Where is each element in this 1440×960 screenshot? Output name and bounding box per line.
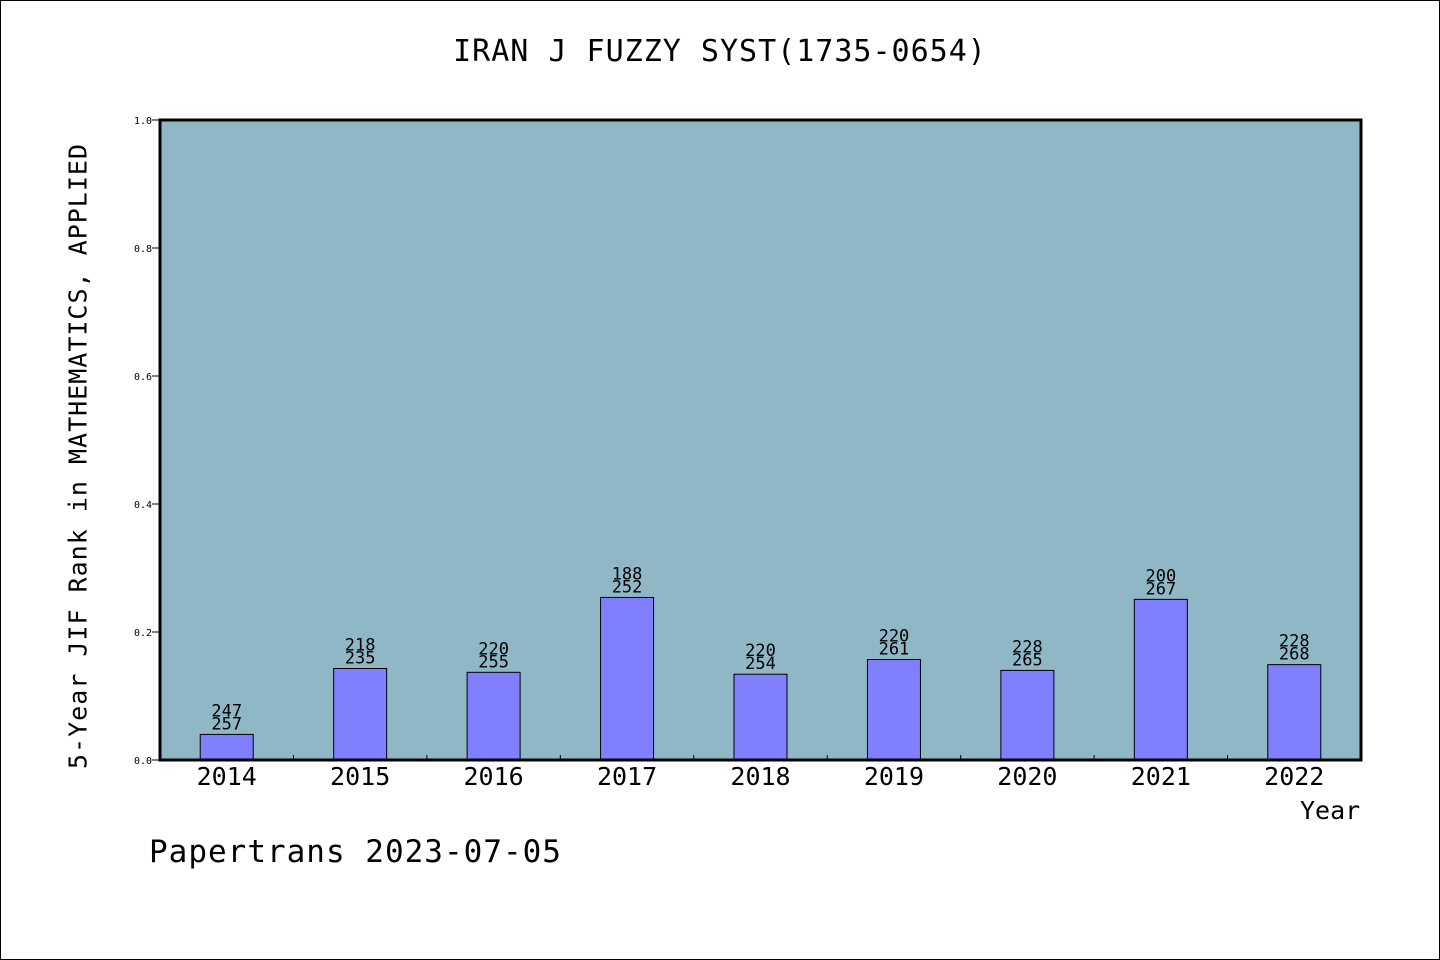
bar-label-top-2016: 220 — [478, 639, 509, 659]
y-tick-label-0.4: 0.4 — [134, 500, 152, 511]
bar-2017 — [600, 596, 655, 761]
y-tick-label-0.8: 0.8 — [134, 244, 152, 255]
x-tick-label-2020: 2020 — [997, 762, 1057, 791]
bar-label-top-2014: 247 — [211, 701, 242, 721]
bar-2016 — [466, 671, 521, 761]
x-axis: 2014 2015 2016 2017 2018 2019 2020 2021 2022 — [197, 755, 1324, 791]
plot-border — [158, 118, 1363, 762]
x-tick-label-2019: 2019 — [864, 762, 924, 791]
bars — [199, 596, 1322, 761]
bar-label-bottom-2018: 254 — [745, 654, 776, 674]
x-tick-label-2016: 2016 — [464, 762, 524, 791]
bar-label-bottom-2017: 252 — [612, 577, 643, 597]
x-tick-label-2017: 2017 — [597, 762, 657, 791]
x-tick-label-2022: 2022 — [1264, 762, 1324, 791]
y-tick-label-0.0: 0.0 — [134, 756, 152, 767]
bar-label-top-2021: 200 — [1145, 566, 1176, 586]
bar-label-bottom-2019: 261 — [879, 640, 910, 660]
bar-label-top-2017: 188 — [612, 564, 643, 584]
footer-credit: Papertrans 2023-07-05 — [149, 834, 562, 870]
bar-2014 — [199, 733, 254, 761]
bar-2020 — [1000, 669, 1055, 761]
bar-2022 — [1267, 664, 1322, 761]
chart-title: IRAN J FUZZY SYST(1735-0654) — [453, 34, 987, 69]
bar-2018 — [733, 673, 788, 761]
bar-label-top-2022: 228 — [1279, 632, 1310, 652]
bar-label-top-2019: 220 — [879, 627, 910, 647]
bar-2019 — [866, 659, 921, 761]
bar-label-bottom-2022: 268 — [1279, 645, 1310, 665]
y-tick-label-0.6: 0.6 — [134, 372, 152, 383]
bar-label-bottom-2021: 267 — [1145, 579, 1176, 599]
bar-label-top-2015: 218 — [345, 635, 376, 655]
y-tick-label-1.0: 1.0 — [134, 116, 152, 127]
bar-label-bottom-2014: 257 — [211, 714, 242, 734]
bar-2015 — [333, 667, 388, 761]
x-axis-label: Year — [1300, 796, 1361, 825]
x-tick-label-2015: 2015 — [330, 762, 390, 791]
bar-label-bottom-2015: 235 — [345, 648, 376, 668]
bar-label-top-2020: 228 — [1012, 637, 1043, 657]
bar-2021 — [1133, 598, 1188, 761]
x-tick-label-2018: 2018 — [730, 762, 790, 791]
bar-label-bottom-2016: 255 — [478, 652, 509, 672]
bar-label-bottom-2020: 265 — [1012, 650, 1043, 670]
x-tick-label-2021: 2021 — [1131, 762, 1191, 791]
x-tick-label-2014: 2014 — [197, 762, 257, 791]
y-axis: 0.0 0.2 0.4 0.6 0.8 1.0 — [134, 116, 160, 767]
y-tick-label-0.2: 0.2 — [134, 628, 152, 639]
bar-label-top-2018: 220 — [745, 641, 776, 661]
